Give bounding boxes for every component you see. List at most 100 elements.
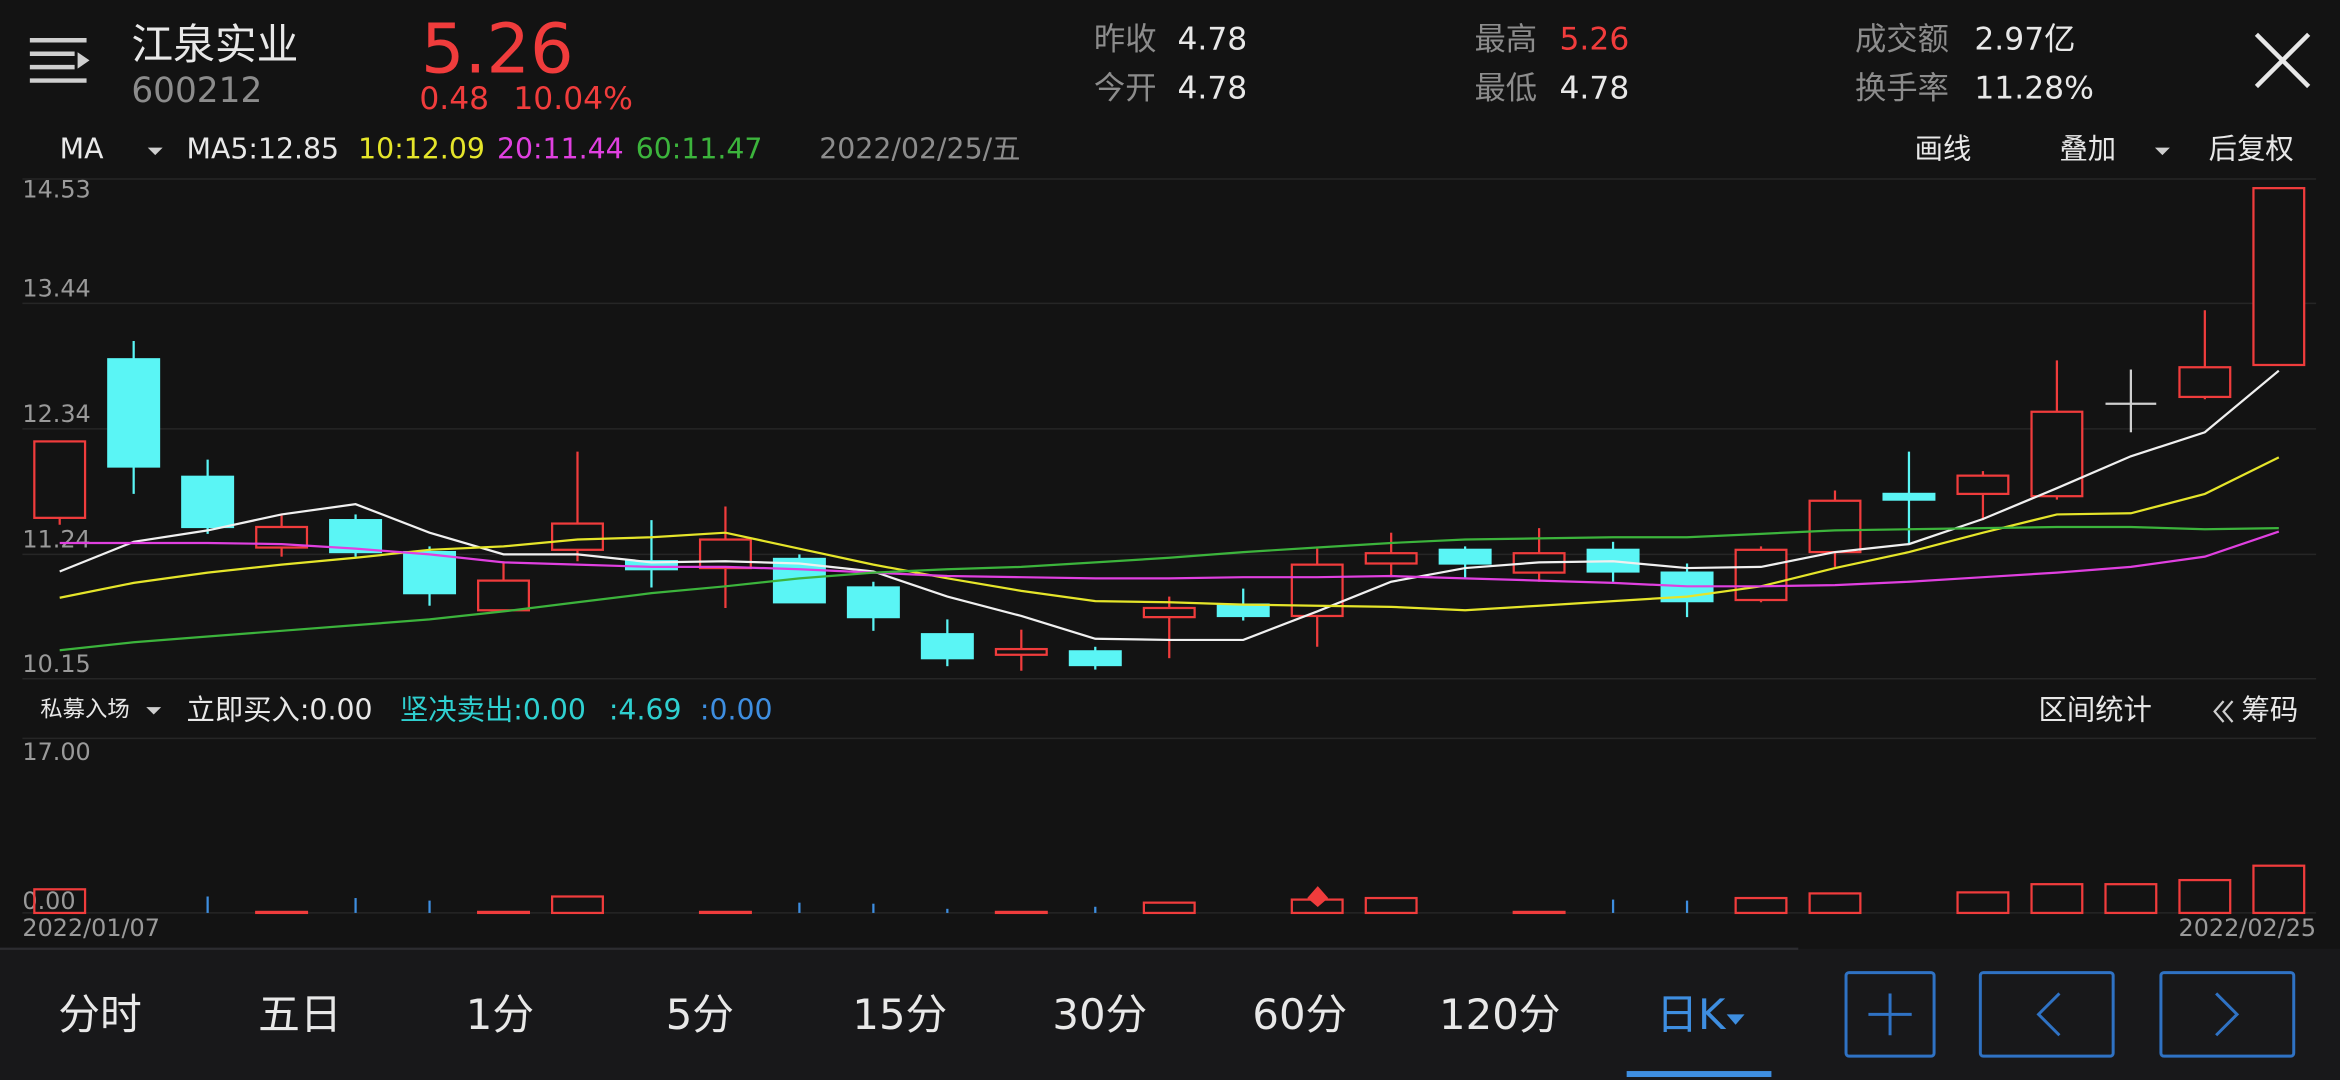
candle-body	[1142, 606, 1196, 619]
ma-line	[59, 369, 2280, 642]
ma-legend: MA5:12.85	[187, 133, 340, 166]
indicator-bar	[1364, 896, 1418, 915]
stat-value: 2.97亿	[1974, 21, 2075, 57]
indicator-bar	[2030, 883, 2084, 915]
tab[interactable]: 15分	[852, 990, 947, 1039]
legend-name: 10:	[358, 133, 404, 166]
y-tick-label: 12.34	[22, 400, 90, 428]
indicator-bar	[477, 910, 531, 915]
candle-body	[1068, 650, 1122, 667]
candle-body	[1216, 603, 1270, 618]
y-tick-label: 0.00	[22, 887, 75, 915]
indicator-bar	[33, 888, 87, 915]
tab-active[interactable]: 日K	[1656, 990, 1727, 1039]
tab[interactable]: 5分	[666, 990, 734, 1039]
ma-legend: 60:11.47	[636, 133, 763, 166]
change: 0.48	[419, 81, 489, 117]
stat-label: 最低	[1474, 71, 1537, 107]
overlay-button[interactable]: 叠加	[2059, 133, 2116, 166]
x-tick-label: 2022/01/07	[22, 914, 160, 942]
indicator-name[interactable]: 私募入场	[40, 697, 130, 723]
indicator-bar	[1734, 896, 1788, 915]
indicator-bar	[550, 895, 604, 915]
legend-value: 12.85	[258, 133, 339, 166]
indicator-select[interactable]: MA	[60, 133, 104, 166]
stock-name: 江泉实业	[131, 20, 298, 69]
current-date: 2022/02/25/五	[819, 133, 1020, 166]
tab[interactable]: 120分	[1439, 990, 1561, 1039]
indicator-bar	[1290, 898, 1344, 915]
candle-body	[550, 522, 604, 551]
candle-body	[1956, 474, 2010, 496]
candle-body	[1364, 552, 1418, 565]
menu-icon[interactable]	[29, 38, 90, 83]
candle-body	[1290, 563, 1344, 618]
close-button[interactable]	[2254, 32, 2311, 89]
legend-value: 11.47	[681, 133, 762, 166]
ma-line	[59, 456, 2280, 612]
indicator-bar	[255, 910, 309, 915]
chevron	[2222, 700, 2234, 723]
indicator-bar	[1512, 910, 1566, 915]
dropdown-arrow	[2154, 147, 2170, 156]
tab[interactable]: 分时	[58, 990, 142, 1039]
chevron	[2213, 700, 2225, 723]
legend-name: 60:	[636, 133, 682, 166]
stat-label: 今开	[1094, 71, 1157, 107]
stat-label: 成交额	[1855, 21, 1949, 57]
ma-line	[59, 530, 2280, 588]
stat-value: 4.78	[1177, 71, 1247, 107]
stat-value: 4.78	[1177, 21, 1247, 57]
candle-body	[846, 586, 900, 619]
tab[interactable]: 五日	[258, 990, 342, 1039]
dropdown-arrow	[146, 707, 162, 715]
candle-body	[33, 440, 87, 519]
ma-legend: 20:11.44	[497, 133, 624, 166]
candle-body	[1882, 492, 1936, 501]
candle-body	[920, 633, 974, 660]
indicator-bar	[2252, 864, 2306, 915]
tab[interactable]: 30分	[1052, 990, 1147, 1039]
adjust-button[interactable]: 后复权	[2209, 133, 2294, 166]
candle-body	[2178, 366, 2232, 399]
signal-marker	[1307, 886, 1329, 907]
dropdown-arrow	[1726, 1014, 1745, 1025]
draw-button[interactable]: 画线	[1915, 133, 1972, 166]
tab[interactable]: 1分	[466, 990, 534, 1039]
ma-line	[59, 525, 2279, 652]
indicator-bar	[698, 910, 752, 915]
legend-value: 11.44	[543, 133, 624, 166]
prev-button[interactable]	[1978, 971, 2115, 1058]
indicator-bar	[2178, 878, 2232, 915]
indicator-bar	[994, 910, 1048, 915]
y-tick-label: 10.15	[22, 650, 90, 678]
y-tick-label: 11.24	[22, 525, 90, 553]
next-button[interactable]	[2159, 971, 2296, 1058]
y-tick-label: 17.00	[22, 738, 90, 766]
tab[interactable]: 60分	[1252, 990, 1347, 1039]
tab-bar-bg	[0, 948, 2340, 1080]
legend-name: MA5:	[187, 133, 258, 166]
indicator-bar	[1956, 891, 2010, 915]
candle-body	[2030, 410, 2084, 498]
candle-body	[107, 358, 161, 468]
y-tick-label: 13.44	[22, 274, 90, 302]
candle-body	[477, 579, 531, 612]
indicator-legend: 立即买入:0.00	[187, 694, 373, 727]
indicator-legend: 坚决卖出:0.00	[400, 694, 586, 727]
price: 5.26	[421, 10, 574, 90]
candle-body	[2252, 187, 2306, 367]
candle-body	[698, 538, 752, 570]
zoom-in-button[interactable]	[1844, 971, 1936, 1058]
candle-body	[1734, 548, 1788, 602]
stock-code: 600212	[131, 71, 262, 111]
stat-value: 5.26	[1560, 21, 1630, 57]
range-stats[interactable]: 区间统计	[2039, 694, 2152, 727]
stat-value: 4.78	[1560, 71, 1630, 107]
chips-button[interactable]: 筹码	[2242, 694, 2299, 727]
indicator-legend: :4.69	[609, 694, 682, 727]
stat-label: 最高	[1474, 21, 1537, 57]
stat-value: 11.28%	[1974, 71, 2093, 107]
